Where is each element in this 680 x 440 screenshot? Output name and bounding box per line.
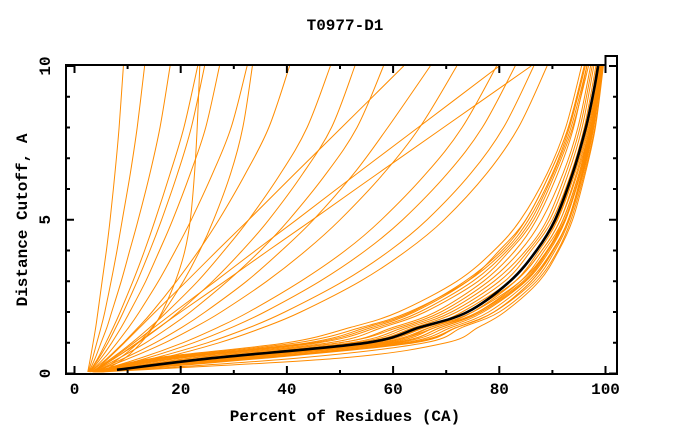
model-curve bbox=[92, 65, 431, 373]
model-curve bbox=[92, 65, 500, 373]
y-tick-label: 0 bbox=[37, 369, 55, 379]
model-curve bbox=[88, 65, 206, 373]
reference-curve bbox=[116, 65, 600, 372]
model-curve bbox=[94, 65, 586, 373]
model-curve bbox=[88, 65, 199, 373]
model-curve bbox=[91, 65, 356, 373]
model-curve bbox=[95, 65, 535, 373]
x-tick-label: 40 bbox=[277, 381, 296, 399]
curves-layer bbox=[87, 65, 604, 373]
y-axis-label: Distance Cutoff, A bbox=[14, 133, 32, 306]
model-curve bbox=[94, 65, 592, 373]
model-curve bbox=[93, 65, 583, 373]
y-tick-label: 5 bbox=[37, 215, 55, 225]
x-tick-label: 80 bbox=[490, 381, 509, 399]
model-curve bbox=[97, 65, 602, 373]
model-curve bbox=[97, 65, 602, 373]
model-curve bbox=[94, 65, 585, 373]
model-curve bbox=[94, 65, 585, 373]
model-curve bbox=[96, 65, 601, 373]
x-tick-label: 0 bbox=[70, 381, 80, 399]
model-curve bbox=[92, 65, 405, 373]
model-curve bbox=[100, 65, 604, 373]
model-curve bbox=[94, 65, 498, 373]
x-tick-label: 100 bbox=[591, 381, 620, 399]
model-curve bbox=[88, 65, 171, 373]
model-curve bbox=[98, 65, 603, 373]
x-tick-label: 60 bbox=[383, 381, 402, 399]
model-curve bbox=[96, 65, 601, 373]
model-curve bbox=[89, 65, 220, 373]
model-curve bbox=[90, 65, 248, 373]
model-curve bbox=[98, 65, 603, 373]
model-curve bbox=[92, 65, 384, 373]
model-curve bbox=[98, 65, 253, 373]
model-curve bbox=[96, 65, 601, 373]
model-curve bbox=[90, 65, 291, 373]
x-axis-label: Percent of Residues (CA) bbox=[230, 408, 460, 426]
model-curve bbox=[87, 65, 146, 373]
axis-ticks bbox=[66, 65, 617, 375]
model-curve bbox=[100, 65, 201, 373]
model-curve bbox=[96, 65, 600, 373]
model-curve bbox=[91, 65, 331, 373]
model-curve bbox=[95, 65, 548, 373]
model-curve bbox=[93, 65, 458, 373]
model-curve bbox=[95, 65, 516, 373]
x-tick-label: 20 bbox=[171, 381, 190, 399]
y-tick-label: 10 bbox=[37, 56, 55, 75]
model-curve bbox=[87, 65, 124, 373]
model-curve bbox=[92, 65, 532, 373]
model-curve bbox=[94, 65, 588, 373]
model-curve bbox=[94, 65, 589, 373]
tick-labels: 0 20 40 60 80 100 0 5 10 bbox=[37, 56, 620, 399]
chart-title: T0977-D1 bbox=[307, 17, 384, 35]
model-curve bbox=[99, 65, 604, 373]
